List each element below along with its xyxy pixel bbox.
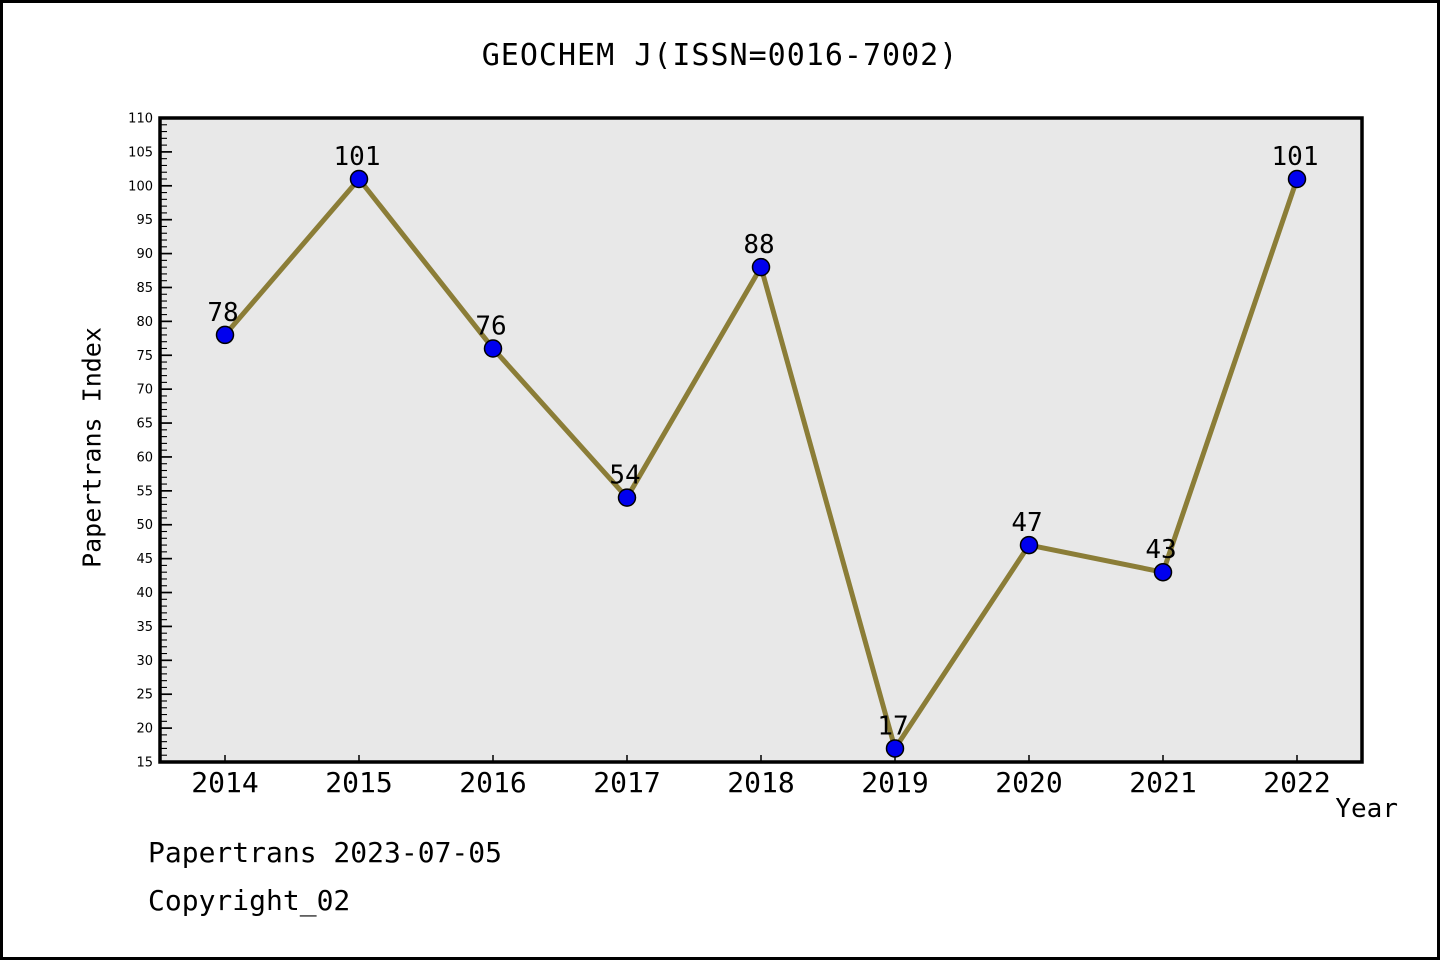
data-point xyxy=(1019,535,1039,555)
plot-area xyxy=(160,118,1362,762)
x-axis-title: Year xyxy=(1335,794,1398,824)
data-point-label: 47 xyxy=(1011,508,1042,538)
footer-watermark: Papertrans 2023-07-05 xyxy=(148,836,503,869)
y-tick-label: 50 xyxy=(136,518,153,533)
x-tick-label: 2020 xyxy=(995,766,1062,799)
y-tick-label: 40 xyxy=(136,586,153,601)
chart-title: GEOCHEM J(ISSN=0016-7002) xyxy=(481,38,959,73)
x-tick-label: 2019 xyxy=(861,766,928,799)
y-tick-label: 85 xyxy=(136,281,153,296)
y-tick-label: 105 xyxy=(128,145,153,160)
data-point-label: 88 xyxy=(743,230,774,260)
data-point-label: 43 xyxy=(1145,535,1176,565)
y-tick-label: 110 xyxy=(128,112,153,127)
x-tick-label: 2021 xyxy=(1129,766,1196,799)
data-point xyxy=(1287,169,1307,189)
y-tick-label: 80 xyxy=(136,315,153,330)
data-point-label: 17 xyxy=(877,711,908,741)
y-tick-label: 30 xyxy=(136,654,153,669)
data-point-label: 78 xyxy=(207,298,238,328)
data-point xyxy=(751,257,771,277)
data-point xyxy=(617,488,637,507)
y-tick-label: 60 xyxy=(136,450,153,465)
y-tick-label: 15 xyxy=(136,756,153,771)
data-point xyxy=(1153,562,1173,582)
data-point-label: 76 xyxy=(475,311,506,341)
y-tick-label: 100 xyxy=(128,179,153,194)
x-tick-label: 2016 xyxy=(459,766,526,799)
y-tick-label: 65 xyxy=(136,417,153,432)
y-tick-label: 95 xyxy=(136,213,153,228)
data-point-label: 54 xyxy=(609,461,640,491)
y-tick-label: 45 xyxy=(136,552,153,567)
data-point xyxy=(483,339,503,358)
axes-spines xyxy=(158,116,1364,764)
x-tick-label: 2018 xyxy=(727,766,794,799)
y-tick-label: 90 xyxy=(136,247,153,262)
data-point xyxy=(349,169,369,189)
y-tick-label: 75 xyxy=(136,349,153,364)
data-point-label: 101 xyxy=(334,142,381,172)
data-point xyxy=(215,325,235,345)
footer-copyright: Copyright_02 xyxy=(148,884,351,917)
x-tick-label: 2022 xyxy=(1263,766,1330,799)
x-tick-label: 2014 xyxy=(191,766,258,799)
y-tick-label: 35 xyxy=(136,620,153,635)
y-tick-label: 55 xyxy=(136,484,153,499)
data-point xyxy=(885,739,905,758)
x-tick-label: 2015 xyxy=(325,766,392,799)
y-tick-label: 20 xyxy=(136,722,153,737)
data-point-label: 101 xyxy=(1272,142,1319,172)
y-tick-label: 25 xyxy=(136,688,153,703)
x-tick-label: 2017 xyxy=(593,766,660,799)
y-tick-label: 70 xyxy=(136,383,153,398)
